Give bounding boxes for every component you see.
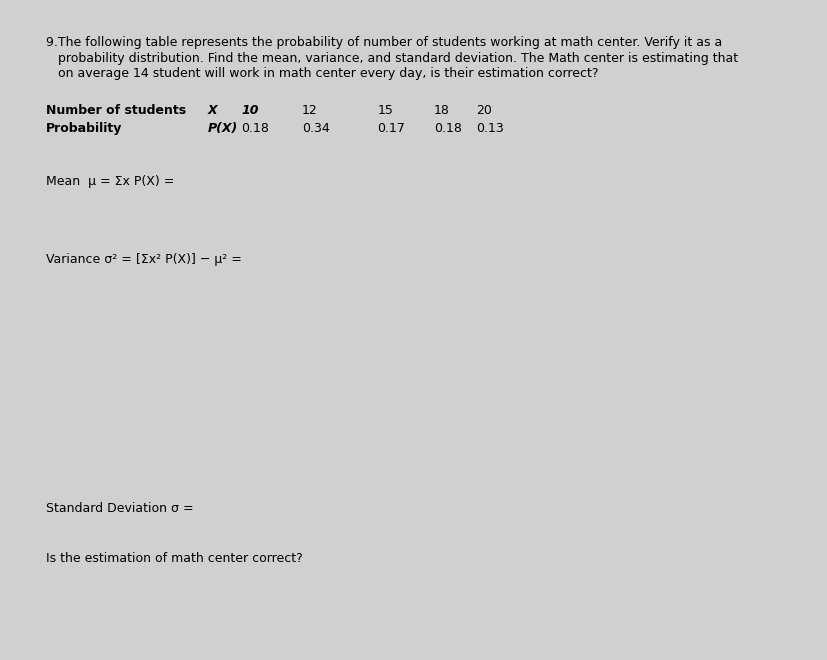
Text: 9.The following table represents the probability of number of students working a: 9.The following table represents the pro…	[45, 36, 721, 49]
Text: 0.18: 0.18	[433, 121, 461, 135]
Text: 0.17: 0.17	[377, 121, 404, 135]
Text: 0.34: 0.34	[302, 121, 329, 135]
Text: 10: 10	[241, 104, 258, 117]
Text: 0.13: 0.13	[476, 121, 503, 135]
Text: Probability: Probability	[45, 121, 122, 135]
Text: 12: 12	[302, 104, 318, 117]
Text: 20: 20	[476, 104, 491, 117]
Text: X: X	[208, 104, 218, 117]
Text: on average 14 student will work in math center every day, is their estimation co: on average 14 student will work in math …	[45, 67, 597, 80]
Text: Standard Deviation σ =: Standard Deviation σ =	[45, 502, 193, 515]
Text: 15: 15	[377, 104, 393, 117]
Text: Number of students: Number of students	[45, 104, 185, 117]
Text: P(X): P(X)	[208, 121, 238, 135]
Text: Is the estimation of math center correct?: Is the estimation of math center correct…	[45, 552, 302, 565]
Text: Variance σ² = [Σx² P(X)] − μ² =: Variance σ² = [Σx² P(X)] − μ² =	[45, 253, 241, 266]
Text: Mean  μ = Σx P(X) =: Mean μ = Σx P(X) =	[45, 175, 174, 188]
Text: probability distribution. Find the mean, variance, and standard deviation. The M: probability distribution. Find the mean,…	[45, 51, 737, 65]
Text: 0.18: 0.18	[241, 121, 269, 135]
Text: 18: 18	[433, 104, 449, 117]
